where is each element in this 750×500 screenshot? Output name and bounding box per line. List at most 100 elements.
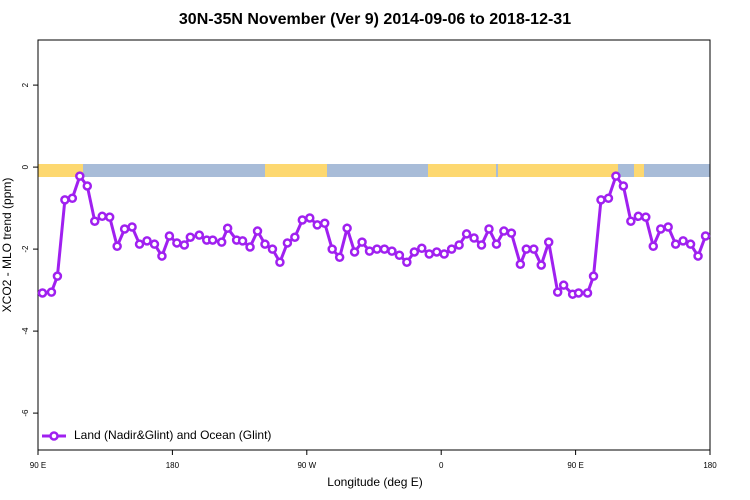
data-point [305, 213, 315, 223]
series-line [42, 172, 707, 296]
x-tick-label: 0 [439, 461, 444, 470]
data-point [142, 236, 152, 246]
data-point [75, 171, 85, 181]
data-point [252, 226, 263, 236]
data-point [82, 181, 93, 191]
data-point [164, 231, 175, 241]
data-point [60, 195, 70, 205]
data-point [484, 224, 494, 234]
legend-label: Land (Nadir&Glint) and Ocean (Glint) [74, 428, 271, 442]
data-point [112, 241, 122, 251]
x-axis-label: Longitude (deg E) [327, 475, 422, 489]
data-point [46, 287, 57, 297]
x-tick-label: 180 [703, 461, 717, 470]
data-point [104, 212, 115, 222]
data-point [633, 211, 644, 222]
data-point [222, 223, 233, 233]
data-point [327, 244, 337, 254]
data-point [417, 243, 427, 254]
data-point [529, 244, 539, 254]
land-band [634, 164, 644, 177]
data-point [439, 249, 449, 259]
data-point [618, 181, 629, 191]
x-tick-label: 90 W [297, 461, 316, 470]
data-point [670, 239, 681, 249]
data-point [334, 252, 345, 263]
y-tick-label: -6 [21, 409, 30, 417]
data-point [312, 220, 323, 230]
data-point [194, 230, 205, 240]
data-point [179, 240, 190, 250]
data-point [357, 237, 367, 247]
land-band [498, 164, 618, 177]
plot-frame [37, 39, 711, 451]
data-point [290, 232, 300, 242]
data-point [596, 195, 606, 205]
data-point [387, 246, 397, 256]
data-point [582, 288, 593, 298]
data-point [216, 237, 227, 247]
land-band [265, 164, 327, 177]
x-tick-label: 90 E [567, 461, 583, 470]
data-point [97, 211, 107, 222]
data-point [641, 212, 651, 222]
data-point [52, 271, 63, 281]
data-point [37, 288, 48, 298]
surface-band [38, 164, 710, 177]
data-point [603, 193, 614, 204]
data-point [431, 247, 442, 257]
data-point [476, 240, 487, 250]
data-point [446, 244, 457, 254]
data-point [342, 223, 352, 233]
y-tick-label: 0 [21, 164, 30, 169]
data-point [282, 238, 293, 248]
data-point [663, 222, 673, 232]
data-point [693, 251, 703, 261]
data-point [469, 233, 479, 243]
data-point [409, 247, 420, 257]
data-point [678, 236, 688, 246]
data-point [260, 239, 270, 249]
y-tick-label: 2 [21, 82, 30, 87]
data-point [89, 216, 100, 226]
data-point [611, 171, 621, 181]
data-point [237, 236, 248, 246]
data-point [394, 250, 405, 260]
data-point [207, 235, 218, 245]
land-band [428, 164, 496, 177]
chart-title: 30N-35N November (Ver 9) 2014-09-06 to 2… [179, 11, 571, 28]
data-point [402, 257, 412, 267]
data-point [454, 240, 464, 250]
data-point [379, 244, 390, 254]
data-point [655, 224, 666, 234]
data-point [536, 260, 547, 270]
data-point [67, 193, 78, 204]
data-point [372, 244, 382, 254]
data-point [149, 239, 160, 249]
data-point [626, 216, 636, 226]
data-point [267, 244, 278, 254]
data-point [349, 247, 360, 257]
data-point [552, 287, 563, 297]
y-axis-label: XCO2 - MLO trend (ppm) [0, 178, 14, 313]
data-point [499, 226, 509, 236]
data-point [275, 257, 285, 267]
data-point [424, 249, 435, 259]
data-point [185, 232, 196, 242]
y-tick-label: -4 [21, 327, 30, 335]
data-point [157, 251, 167, 261]
data-point [119, 224, 130, 234]
x-tick-label: 90 E [30, 461, 46, 470]
data-point [319, 218, 330, 229]
data-point [491, 239, 502, 249]
data-point [172, 238, 182, 248]
data-point [515, 259, 526, 270]
data-point [521, 244, 532, 254]
legend-marker [49, 431, 59, 441]
data-point [127, 222, 137, 232]
data-point [685, 239, 696, 249]
data-point [588, 271, 599, 281]
data-point [461, 229, 472, 239]
